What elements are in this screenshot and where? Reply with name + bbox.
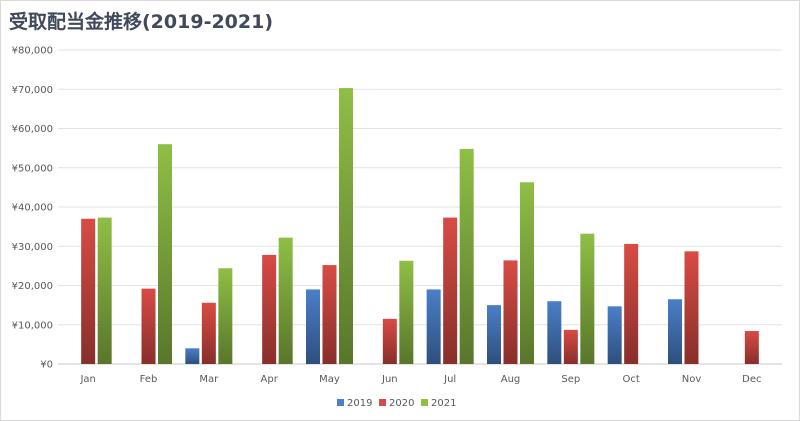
bar-2021-jan xyxy=(97,217,112,364)
bar-2021-mar xyxy=(218,268,233,364)
x-tick-label: Mar xyxy=(199,374,219,385)
y-tick-label: ¥30,000 xyxy=(12,242,53,253)
y-tick-label: ¥10,000 xyxy=(12,320,53,331)
y-tick-label: ¥0 xyxy=(40,360,53,371)
bar-2019-sep xyxy=(547,301,562,364)
bar-2020-may xyxy=(322,265,337,364)
x-tick-label: Dec xyxy=(742,374,761,385)
bar-2021-aug xyxy=(520,182,534,364)
chart-title: 受取配当金推移(2019-2021) xyxy=(9,11,274,33)
legend-label-2021: 2021 xyxy=(431,398,456,409)
y-tick-label: ¥70,000 xyxy=(12,85,53,96)
bar-2019-may xyxy=(306,289,320,364)
y-tick-label: ¥60,000 xyxy=(12,124,53,135)
bar-2019-oct xyxy=(607,306,622,364)
bar-2020-nov xyxy=(684,251,699,364)
bar-2020-feb xyxy=(141,288,156,364)
bar-2020-dec xyxy=(744,331,759,364)
x-tick-label: Apr xyxy=(261,374,279,385)
bar-2020-jun xyxy=(382,318,397,364)
legend-label-2019: 2019 xyxy=(347,398,372,409)
bar-2020-jan xyxy=(81,218,96,364)
x-tick-label: May xyxy=(319,374,340,385)
x-tick-label: Feb xyxy=(140,374,158,385)
bar-2020-mar xyxy=(201,302,216,364)
x-tick-label: Jan xyxy=(79,374,95,385)
y-tick-label: ¥50,000 xyxy=(12,163,53,174)
bar-2020-oct xyxy=(624,243,639,364)
bar-2021-may xyxy=(339,88,353,364)
bar-2020-apr xyxy=(262,254,277,364)
bar-2021-feb xyxy=(158,144,172,364)
x-tick-label: Oct xyxy=(623,374,640,385)
bar-2019-jul xyxy=(426,289,441,364)
x-tick-label: Nov xyxy=(682,374,702,385)
bar-2019-aug xyxy=(487,305,501,364)
x-tick-label: Sep xyxy=(561,374,580,385)
x-tick-label: Jun xyxy=(381,374,398,385)
bar-2021-sep xyxy=(580,233,595,364)
bar-2021-jul xyxy=(459,148,474,364)
legend-swatch-2020 xyxy=(379,399,386,406)
legend-swatch-2019 xyxy=(337,399,344,406)
bar-2020-sep xyxy=(563,329,578,364)
x-tick-label: Jul xyxy=(443,374,456,385)
y-tick-label: ¥20,000 xyxy=(12,281,53,292)
bar-2020-aug xyxy=(503,260,518,364)
bar-2021-jun xyxy=(399,260,414,364)
y-tick-label: ¥40,000 xyxy=(12,203,53,214)
y-tick-label: ¥80,000 xyxy=(12,46,53,57)
legend-label-2020: 2020 xyxy=(389,398,414,409)
bar-2019-nov xyxy=(668,299,682,364)
bar-2019-mar xyxy=(185,348,200,364)
bar-2021-apr xyxy=(278,237,293,364)
x-tick-label: Aug xyxy=(501,374,521,385)
legend-swatch-2021 xyxy=(421,399,428,406)
bar-2020-jul xyxy=(443,217,458,364)
